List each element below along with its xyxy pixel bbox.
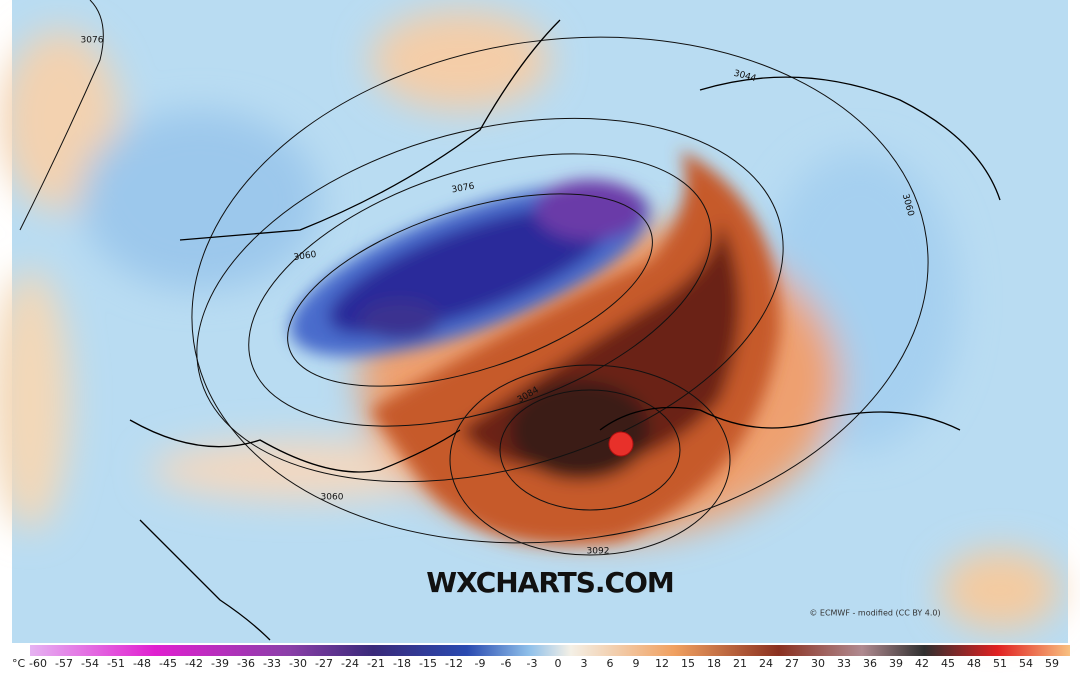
colorbar bbox=[30, 645, 1070, 656]
contour-label: 3076 bbox=[81, 36, 104, 46]
colorbar-tick-label: 42 bbox=[915, 657, 929, 670]
colorbar-tick-label: -24 bbox=[341, 657, 359, 670]
colorbar-tick-label: 54 bbox=[1019, 657, 1033, 670]
colorbar-tick-label: -27 bbox=[315, 657, 333, 670]
colorbar-tick-label: 6 bbox=[607, 657, 614, 670]
contour-label: 3060 bbox=[321, 493, 344, 503]
colorbar-tick-label: -60 bbox=[29, 657, 47, 670]
colorbar-tick-label: -12 bbox=[445, 657, 463, 670]
colorbar-tick-label: 0 bbox=[555, 657, 562, 670]
colorbar-tick-label: -33 bbox=[263, 657, 281, 670]
contour-label: 3076 bbox=[451, 182, 476, 196]
colorbar-tick-label: 12 bbox=[655, 657, 669, 670]
colorbar-tick-label: 24 bbox=[759, 657, 773, 670]
colorbar-tick-label: 21 bbox=[733, 657, 747, 670]
contour-label: 3092 bbox=[587, 547, 610, 557]
colorbar-tick-label: 30 bbox=[811, 657, 825, 670]
colorbar-tick-label: 15 bbox=[681, 657, 695, 670]
colorbar-tick-label: 45 bbox=[941, 657, 955, 670]
colorbar-tick-label: 59 bbox=[1045, 657, 1059, 670]
colorbar-tick-label: -51 bbox=[107, 657, 125, 670]
colorbar-tick-label: -45 bbox=[159, 657, 177, 670]
colorbar-tick-label: -9 bbox=[475, 657, 486, 670]
colorbar-tick-label: 9 bbox=[633, 657, 640, 670]
colorbar-tick-label: -39 bbox=[211, 657, 229, 670]
coastlines bbox=[129, 19, 1001, 641]
colorbar-tick-label: -57 bbox=[55, 657, 73, 670]
colorbar-tick-label: 18 bbox=[707, 657, 721, 670]
colorbar-tick-label: 3 bbox=[581, 657, 588, 670]
colorbar-tick-label: 51 bbox=[993, 657, 1007, 670]
colorbar-unit: °C bbox=[12, 657, 26, 670]
colorbar-tick-label: -42 bbox=[185, 657, 203, 670]
colorbar-tick-label: 48 bbox=[967, 657, 981, 670]
colorbar-tick-label: -6 bbox=[501, 657, 512, 670]
colorbar-tick-label: -48 bbox=[133, 657, 151, 670]
colorbar-tick-label: 39 bbox=[889, 657, 903, 670]
height-contours bbox=[19, 0, 929, 556]
colorbar-tick-label: 33 bbox=[837, 657, 851, 670]
colorbar-tick-label: 36 bbox=[863, 657, 877, 670]
colorbar-tick-label: 27 bbox=[785, 657, 799, 670]
colorbar-tick-label: -15 bbox=[419, 657, 437, 670]
credit: © ECMWF - modified (CC BY 4.0) bbox=[809, 609, 940, 618]
location-marker bbox=[608, 431, 634, 457]
colorbar-tick-label: -3 bbox=[527, 657, 538, 670]
cold-pool bbox=[290, 180, 650, 357]
colorbar-tick-label: -30 bbox=[289, 657, 307, 670]
colorbar-tick-label: -21 bbox=[367, 657, 385, 670]
watermark: WXCHARTS.COM bbox=[426, 566, 674, 599]
colorbar-tick-label: -36 bbox=[237, 657, 255, 670]
colorbar-tick-label: -18 bbox=[393, 657, 411, 670]
contour-label: 3060 bbox=[293, 250, 317, 263]
colorbar-tick-label: -54 bbox=[81, 657, 99, 670]
